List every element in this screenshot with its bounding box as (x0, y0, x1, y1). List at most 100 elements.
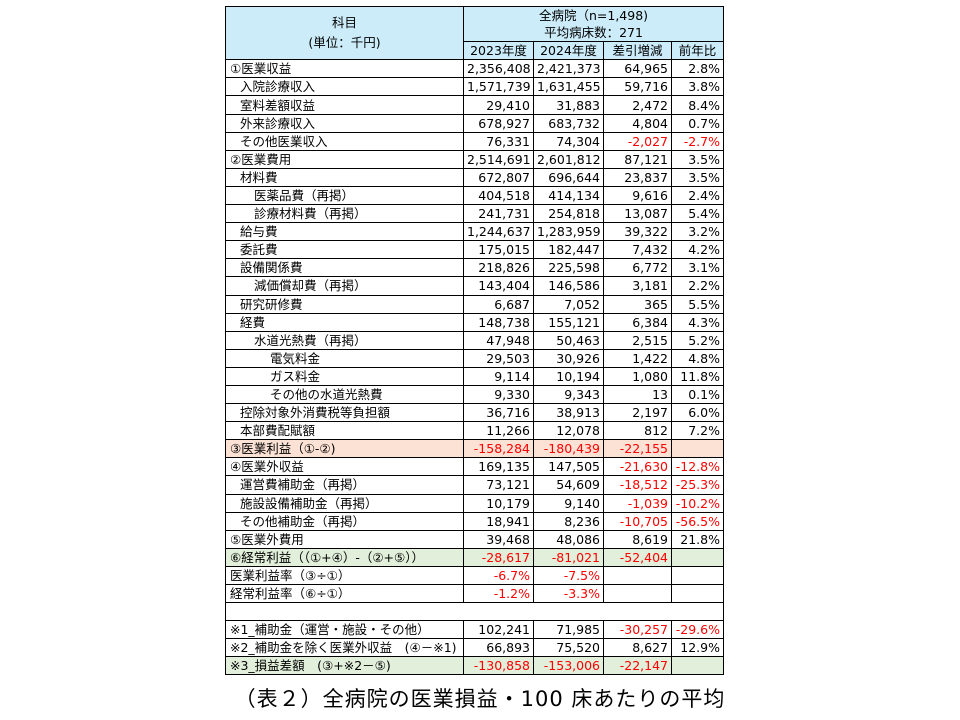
value-diff: -1,039 (603, 493, 672, 513)
value-2024: 1,283,959 (533, 222, 604, 242)
value-2023: 404,518 (463, 185, 534, 206)
table-row: 本部費配賦額 11,266 12,078 812 7.2% (225, 421, 724, 441)
value-diff: 6,772 (603, 258, 672, 278)
value-diff: 8,627 (603, 638, 672, 658)
value-2023: 218,826 (463, 258, 534, 278)
row-label: 運営費補助金（再掲） (225, 475, 464, 495)
value-2024: 38,913 (533, 403, 604, 423)
value-2024: -7.5% (533, 565, 604, 586)
table-row: 運営費補助金（再掲） 73,121 54,609 -18,512 -25.3% (225, 475, 724, 495)
value-2024: -81,021 (533, 547, 604, 567)
value-2023: -130,858 (463, 656, 534, 676)
value-ratio: 11.8% (671, 366, 724, 386)
value-ratio: 3.1% (671, 258, 724, 278)
value-ratio: 21.8% (671, 529, 724, 549)
value-ratio: 6.0% (671, 403, 724, 423)
value-2023: 36,716 (463, 403, 534, 423)
item-header: 科目 (単位：千円) (225, 5, 464, 61)
income-statement-table: 科目 (単位：千円) 全病院（n=1,498) 平均病床数：271 2023年度… (225, 5, 724, 676)
value-ratio: 3.8% (671, 77, 724, 97)
table-row: 医業利益率（③÷①） -6.7% -7.5% (225, 565, 724, 586)
table-row: 経費 148,738 155,121 6,384 4.3% (225, 312, 724, 332)
table-row: 設備関係費 218,826 225,598 6,772 3.1% (225, 258, 724, 278)
value-diff: 2,197 (603, 403, 672, 423)
col-header-2023: 2023年度 (463, 41, 534, 61)
value-2023: 143,404 (463, 276, 534, 296)
value-2024: 225,598 (533, 258, 604, 278)
value-2024: 414,134 (533, 185, 604, 206)
table-row: 給与費 1,244,637 1,283,959 39,322 3.2% (225, 222, 724, 242)
row-label: ⑤医業外費用 (225, 529, 464, 549)
value-diff: 812 (603, 421, 672, 441)
row-label: 入院診療収入 (225, 77, 464, 97)
value-diff: -2,027 (603, 131, 672, 151)
value-ratio: 0.1% (671, 384, 724, 405)
value-diff: 8,619 (603, 529, 672, 549)
beds-header: 平均病床数：271 (463, 24, 724, 43)
value-diff: 2,472 (603, 95, 672, 115)
value-2024: 683,732 (533, 113, 604, 133)
value-diff: -18,512 (603, 475, 672, 495)
value-diff: 13,087 (603, 204, 672, 224)
value-2023: 10,179 (463, 493, 534, 513)
value-ratio: 5.4% (671, 204, 724, 224)
table-row: その他補助金（再掲） 18,941 8,236 -10,705 -56.5% (225, 511, 724, 531)
value-2023: 102,241 (463, 620, 534, 640)
value-2024: 12,078 (533, 421, 604, 441)
value-diff: 1,080 (603, 366, 672, 386)
value-ratio (671, 565, 724, 586)
value-diff: 9,616 (603, 185, 672, 206)
value-ratio: 8.4% (671, 95, 724, 115)
row-label: 医業利益率（③÷①） (225, 565, 464, 586)
table-row: 水道光熱費（再掲） 47,948 50,463 2,515 5.2% (225, 330, 724, 350)
value-ratio (671, 656, 724, 676)
table-row: 室料差額収益 29,410 31,883 2,472 8.4% (225, 95, 724, 115)
table-row: その他の水道光熱費 9,330 9,343 13 0.1% (225, 384, 724, 405)
value-2023: 29,503 (463, 348, 534, 368)
value-2024: 75,520 (533, 638, 604, 658)
value-ratio (671, 439, 724, 459)
item-label: 科目 (331, 15, 357, 31)
row-label: ※3_損益差額 (③+※2－⑤) (225, 656, 464, 676)
value-2023: 6,687 (463, 294, 534, 314)
value-diff: 365 (603, 294, 672, 314)
value-2024: 48,086 (533, 529, 604, 549)
row-label: ①医業収益 (225, 59, 464, 79)
unit-label: (単位：千円) (308, 35, 381, 51)
value-2024: -153,006 (533, 656, 604, 676)
value-ratio: 4.3% (671, 312, 724, 332)
value-2024: 696,644 (533, 167, 604, 187)
table-row: 材料費 672,807 696,644 23,837 3.5% (225, 167, 724, 187)
value-2023: 47,948 (463, 330, 534, 350)
value-ratio: 2.4% (671, 185, 724, 206)
table-row: 研究研修費 6,687 7,052 365 5.5% (225, 294, 724, 314)
value-diff: 7,432 (603, 240, 672, 260)
table-row: 入院診療収入 1,571,739 1,631,455 59,716 3.8% (225, 77, 724, 97)
table-row: 外来診療収入 678,927 683,732 4,804 0.7% (225, 113, 724, 133)
row-label: ④医業外収益 (225, 457, 464, 477)
value-2024: 8,236 (533, 511, 604, 531)
table-caption: （表２）全病院の医業損益・100 床あたりの平均 (234, 687, 726, 711)
table-row: 電気料金 29,503 30,926 1,422 4.8% (225, 348, 724, 368)
value-diff: 64,965 (603, 59, 672, 79)
value-2023: 29,410 (463, 95, 534, 115)
row-label: 診療材料費（再掲） (225, 204, 464, 224)
row-label: ③医業利益（①-②) (225, 439, 464, 459)
value-ratio: 2.2% (671, 276, 724, 296)
value-2023: 9,114 (463, 366, 534, 386)
row-label: ②医業費用 (225, 149, 464, 169)
value-2023: 241,731 (463, 204, 534, 224)
value-2024: 74,304 (533, 131, 604, 151)
value-diff: 1,422 (603, 348, 672, 368)
value-ratio: 3.5% (671, 167, 724, 187)
value-ratio: -12.8% (671, 457, 724, 477)
table-row: 医薬品費（再掲） 404,518 414,134 9,616 2.4% (225, 185, 724, 206)
value-diff: -22,155 (603, 439, 672, 459)
value-2023: 66,893 (463, 638, 534, 658)
table-row: 委託費 175,015 182,447 7,432 4.2% (225, 240, 724, 260)
row-label: 給与費 (225, 222, 464, 242)
value-diff: 87,121 (603, 149, 672, 169)
table-body: ①医業収益 2,356,408 2,421,373 64,965 2.8% 入院診療収入 1… (225, 59, 724, 676)
row-label: 経常利益率（⑥÷①） (225, 583, 464, 604)
value-2023: 1,571,739 (463, 77, 534, 97)
